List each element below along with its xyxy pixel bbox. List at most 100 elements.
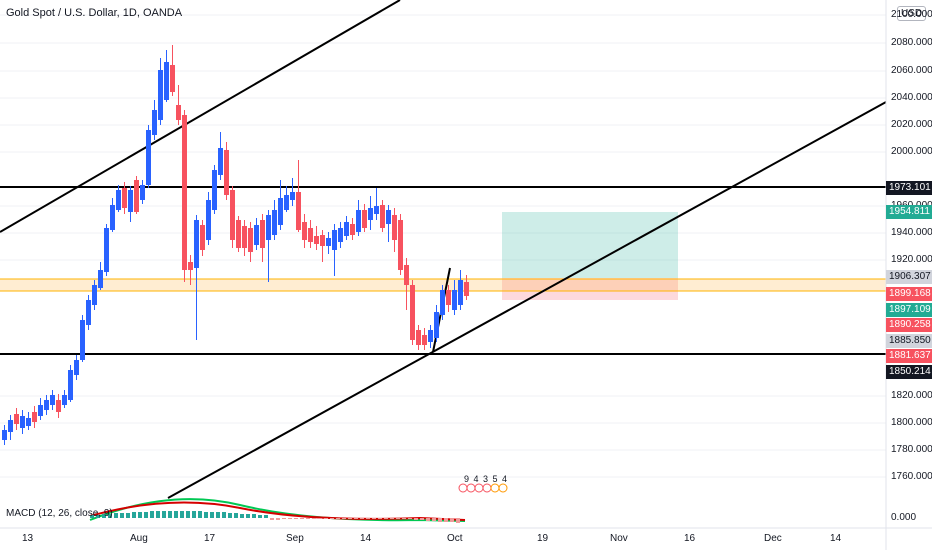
candle-body (434, 312, 439, 338)
candle-body (464, 282, 469, 296)
macd-histogram-bar (276, 518, 280, 520)
macd-histogram-bar (402, 518, 406, 519)
candle-body (284, 195, 289, 210)
price-label: 1973.101 (886, 181, 932, 195)
time-tick: Aug (130, 533, 148, 544)
time-tick: 14 (360, 533, 372, 544)
macd-histogram-bar (168, 511, 172, 518)
candle-body (104, 228, 109, 272)
price-tick: 2100.000 (891, 9, 932, 20)
macd-histogram-bar (144, 512, 148, 518)
candle-body (428, 330, 433, 342)
macd-histogram-bar (384, 518, 388, 519)
candle-body (260, 220, 265, 248)
candle-body (182, 115, 187, 270)
candle-body (362, 210, 367, 228)
macd-histogram-bar (366, 518, 370, 519)
candle-body (230, 190, 235, 240)
macd-histogram-bar (96, 515, 100, 518)
macd-histogram-bar (264, 515, 268, 518)
time-tick: 16 (684, 533, 696, 544)
candle-body (98, 270, 103, 288)
candle-body (14, 414, 19, 424)
candle-body (350, 224, 355, 235)
price-tick: 1820.000 (891, 390, 932, 401)
time-tick: 17 (204, 533, 216, 544)
macd-histogram-bar (336, 518, 340, 519)
candle-body (2, 430, 7, 440)
macd-histogram-bar (126, 513, 130, 518)
macd-histogram-bar (210, 512, 214, 518)
candle-body (80, 320, 85, 360)
macd-histogram-bar (294, 518, 298, 519)
candle-body (290, 192, 295, 200)
time-tick: Sep (286, 533, 304, 544)
macd-histogram-bar (288, 518, 292, 519)
candle-body (200, 225, 205, 250)
macd-histogram-bar (174, 511, 178, 518)
candle-body (224, 150, 229, 195)
macd-histogram-bar (162, 511, 166, 518)
macd-histogram-bar (342, 518, 346, 519)
candle-body (212, 170, 217, 210)
candles-group (2, 45, 469, 445)
time-tick: 19 (537, 533, 549, 544)
candle-body (74, 360, 79, 375)
time-tick: Dec (764, 533, 782, 544)
loss-zone[interactable] (502, 278, 678, 300)
candle-body (272, 210, 277, 235)
candle-body (194, 220, 199, 268)
macd-histogram-bar (102, 514, 106, 518)
candle-body (266, 215, 271, 240)
currency-button[interactable]: USD (897, 6, 927, 21)
macd-histogram-bar (312, 518, 316, 519)
candle-body (170, 65, 175, 92)
candle-body (338, 228, 343, 242)
macd-legend[interactable]: MACD (12, 26, close, 9) (6, 508, 113, 519)
macd-histogram-bar (258, 515, 262, 518)
candle-body (254, 225, 259, 245)
macd-histogram-bar (408, 518, 412, 519)
candle-body (332, 230, 337, 250)
candle-body (38, 405, 43, 416)
candle-body (68, 370, 73, 400)
candle-body (368, 208, 373, 220)
macd-histogram-bar (378, 518, 382, 519)
candle-body (20, 416, 25, 428)
macd-histogram-bar (354, 518, 358, 519)
macd-histogram-bar (372, 518, 376, 519)
candle-body (188, 262, 193, 270)
macd-histogram-bar (396, 518, 400, 519)
price-label: 1954.811 (886, 205, 932, 219)
price-label: 1850.214 (886, 365, 932, 379)
macd-histogram-bar (120, 513, 124, 518)
channel-lower-line[interactable] (167, 101, 887, 499)
macd-histogram-bar (426, 518, 430, 521)
price-tick: 0.000 (891, 512, 917, 523)
price-label: 1899.168 (886, 287, 932, 301)
macd-histogram-bar (270, 518, 274, 520)
profit-zone[interactable] (502, 212, 678, 278)
price-tick: 1800.000 (891, 417, 932, 428)
macd-histogram-bar (150, 511, 154, 518)
candle-body (86, 300, 91, 325)
candle-body (398, 220, 403, 270)
macd-histogram-bar (240, 514, 244, 518)
price-tick: 1760.000 (891, 471, 932, 482)
macd-histogram-bar (234, 513, 238, 518)
time-tick: 14 (830, 533, 842, 544)
macd-histogram-bar (228, 513, 232, 518)
macd-pane (89, 498, 466, 523)
candle-body (50, 395, 55, 405)
time-tick: 13 (22, 533, 34, 544)
macd-histogram-bar (438, 518, 442, 522)
price-label: 1885.850 (886, 334, 932, 348)
price-tick: 2000.000 (891, 146, 932, 157)
candle-body (146, 130, 151, 185)
channel-upper-line[interactable] (0, 0, 401, 233)
price-tick: 2040.000 (891, 92, 932, 103)
price-label: 1881.637 (886, 349, 932, 363)
macd-histogram-bar (108, 514, 112, 518)
